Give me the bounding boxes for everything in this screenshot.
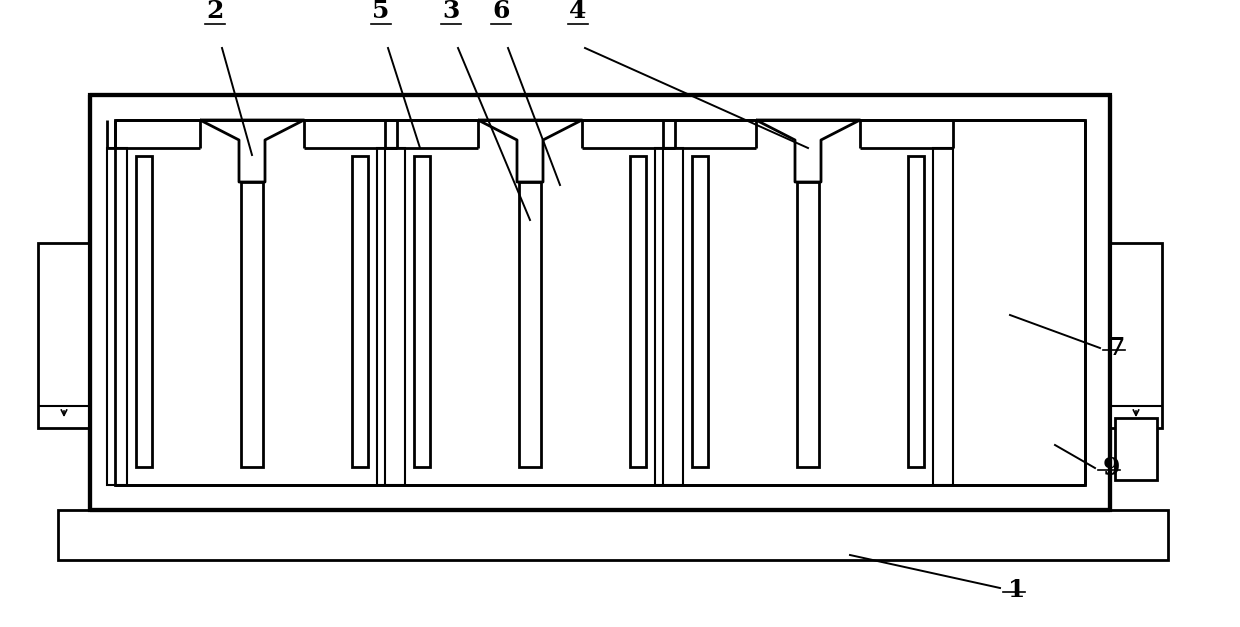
Bar [663, 148, 683, 485]
Text: 4: 4 [569, 0, 587, 23]
Bar [352, 156, 368, 467]
Bar [430, 359, 630, 371]
Bar [908, 156, 924, 467]
Bar [153, 305, 352, 316]
Bar [708, 332, 908, 343]
Bar [708, 305, 908, 316]
Bar [153, 224, 352, 235]
Bar [58, 510, 1168, 560]
Bar [430, 305, 630, 316]
Polygon shape [200, 120, 304, 182]
Bar [663, 120, 755, 148]
Bar [241, 182, 263, 467]
Bar [377, 148, 397, 485]
Bar [708, 413, 908, 424]
Bar [153, 332, 352, 343]
Bar [430, 332, 630, 343]
Bar [708, 224, 908, 235]
Bar [115, 120, 1085, 485]
Bar [1110, 243, 1162, 428]
Bar [430, 197, 630, 208]
Bar [708, 169, 908, 181]
Bar [153, 278, 352, 289]
Bar [153, 386, 352, 398]
Bar [708, 359, 908, 371]
Bar [305, 120, 397, 148]
Bar [430, 386, 630, 398]
Text: 5: 5 [372, 0, 389, 23]
Text: 9: 9 [1104, 456, 1121, 480]
Polygon shape [477, 120, 582, 182]
Bar [861, 120, 954, 148]
Bar [153, 440, 352, 451]
Bar [430, 278, 630, 289]
Bar [107, 120, 198, 148]
Bar [38, 243, 91, 428]
Bar [708, 197, 908, 208]
Bar [430, 440, 630, 451]
Bar [692, 156, 708, 467]
Bar [932, 148, 954, 485]
Text: 7: 7 [1109, 336, 1126, 360]
Bar [1115, 418, 1157, 480]
Bar [430, 224, 630, 235]
Bar [153, 251, 352, 262]
Text: 1: 1 [1008, 578, 1025, 602]
Text: 2: 2 [206, 0, 223, 23]
Bar [384, 120, 477, 148]
Bar [91, 95, 1110, 510]
Bar [430, 413, 630, 424]
Bar [430, 169, 630, 181]
Bar [708, 440, 908, 451]
Bar [797, 182, 818, 467]
Bar [520, 182, 541, 467]
Bar [107, 148, 126, 485]
Bar [153, 413, 352, 424]
Bar [153, 169, 352, 181]
Bar [583, 120, 675, 148]
Bar [708, 386, 908, 398]
Bar [708, 278, 908, 289]
Bar [384, 148, 405, 485]
Bar [708, 251, 908, 262]
Bar [153, 197, 352, 208]
Bar [655, 148, 675, 485]
Bar [153, 359, 352, 371]
Bar [630, 156, 646, 467]
Bar [414, 156, 430, 467]
Text: 6: 6 [492, 0, 510, 23]
Polygon shape [756, 120, 861, 182]
Bar [430, 251, 630, 262]
Bar [136, 156, 153, 467]
Text: 3: 3 [443, 0, 460, 23]
